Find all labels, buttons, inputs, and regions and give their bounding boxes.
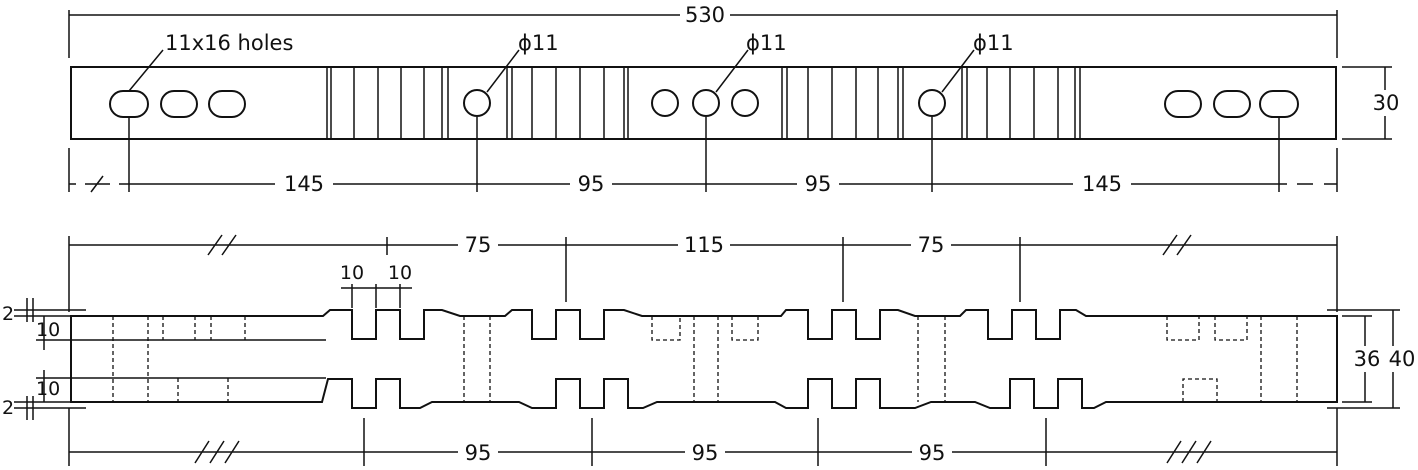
left-dimensions xyxy=(14,298,86,420)
slot-width-label: 10 xyxy=(388,262,412,284)
round-hole xyxy=(692,89,720,117)
hidden-lines xyxy=(112,316,1298,402)
groove-lines xyxy=(326,67,1081,139)
depth-label: 10 xyxy=(36,378,60,400)
width-label: 30 xyxy=(1373,91,1400,115)
depth-label: 10 xyxy=(36,319,60,341)
slot-width-label: 10 xyxy=(340,262,364,284)
slot-hole xyxy=(1213,90,1251,118)
plate-outline xyxy=(70,66,1337,140)
top-view: 530 xyxy=(68,3,1400,196)
spacing-label: 145 xyxy=(1082,172,1122,196)
slot-hole xyxy=(208,90,246,118)
spacing-label: 95 xyxy=(692,441,719,465)
offset-label: 2 xyxy=(2,303,14,325)
profile-outline xyxy=(70,309,1338,409)
slotted-holes xyxy=(109,90,1299,118)
round-hole xyxy=(651,89,679,117)
spacing-label: 115 xyxy=(684,233,724,257)
spacing-label: 95 xyxy=(919,441,946,465)
spacing-label: 95 xyxy=(578,172,605,196)
leaders xyxy=(128,49,975,93)
slot-width-dimension xyxy=(341,284,412,308)
overall-length-dimension: 530 xyxy=(68,3,1338,58)
spacing-label: 75 xyxy=(918,233,945,257)
hole-note-label: 11x16 holes xyxy=(165,31,293,55)
round-hole xyxy=(731,89,759,117)
offset-label: 2 xyxy=(2,397,14,419)
slot-hole xyxy=(160,90,198,118)
round-hole xyxy=(463,89,491,117)
diameter-label: ϕ11 xyxy=(973,31,1014,55)
spacing-label: 75 xyxy=(465,233,492,257)
spacing-label: 95 xyxy=(805,172,832,196)
front-view: 75 115 75 10 10 xyxy=(2,233,1415,466)
diameter-label: ϕ11 xyxy=(518,31,559,55)
break-marks-top xyxy=(207,234,1192,256)
spacing-label: 95 xyxy=(465,441,492,465)
overall-length-label: 530 xyxy=(685,3,725,27)
height-label: 36 xyxy=(1354,347,1381,371)
height-label: 40 xyxy=(1389,347,1416,371)
round-holes xyxy=(463,89,946,117)
break-marks-bottom xyxy=(194,440,1212,464)
slot-hole xyxy=(1164,90,1202,118)
diameter-label: ϕ11 xyxy=(746,31,787,55)
round-hole xyxy=(918,89,946,117)
spacing-label: 145 xyxy=(284,172,324,196)
spacing-labels: 145 95 95 145 xyxy=(275,172,1131,196)
